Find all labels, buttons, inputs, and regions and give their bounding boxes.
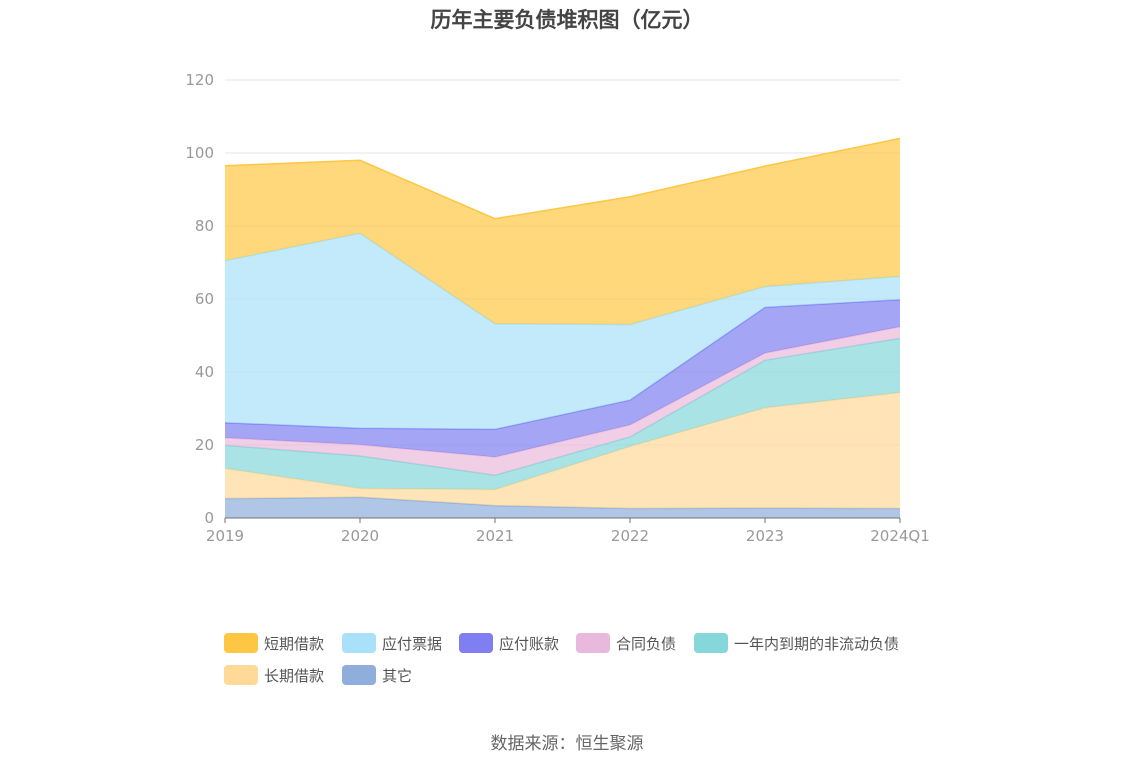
legend-item[interactable]: 短期借款	[224, 632, 324, 654]
legend-item[interactable]: 应付票据	[342, 632, 442, 654]
y-tick-label: 100	[185, 144, 214, 162]
x-tick-label: 2021	[476, 527, 514, 545]
legend-item[interactable]: 其它	[342, 664, 412, 686]
x-tick-label: 2022	[611, 527, 649, 545]
legend-item[interactable]: 合同负债	[576, 632, 676, 654]
y-tick-label: 20	[195, 436, 214, 454]
x-tick-label: 2023	[746, 527, 784, 545]
legend-item[interactable]: 应付账款	[459, 632, 559, 654]
legend-swatch	[459, 633, 493, 653]
x-tick-label: 2020	[341, 527, 379, 545]
legend-item[interactable]: 长期借款	[224, 664, 324, 686]
legend-label: 一年内到期的非流动负债	[734, 634, 900, 653]
legend-swatch	[224, 665, 258, 685]
series-area	[225, 233, 900, 430]
series-area	[225, 299, 900, 458]
stacked-area-chart: 0 20 40 60 80 100 120 2019 2020 2021 2022 2023 2024Q…	[185, 71, 929, 545]
legend-swatch	[224, 633, 258, 653]
legend-label: 应付票据	[382, 634, 443, 653]
data-source: 数据来源：恒生聚源	[490, 734, 644, 754]
series-line	[224, 137, 901, 220]
y-tick-label: 80	[195, 217, 214, 235]
series-areas	[224, 137, 901, 518]
x-tick-label: 2019	[206, 527, 244, 545]
legend-swatch	[342, 633, 376, 653]
legend-label: 合同负债	[616, 634, 677, 653]
legend-label: 应付账款	[499, 634, 560, 653]
legend-label: 其它	[382, 666, 413, 685]
legend-swatch	[576, 633, 610, 653]
legend-item[interactable]: 一年内到期的非流动负债	[694, 632, 899, 654]
legend-swatch	[342, 665, 376, 685]
y-tick-label: 0	[204, 509, 214, 527]
series-area	[225, 338, 900, 490]
legend-label: 长期借款	[264, 666, 325, 685]
legend-label: 短期借款	[264, 634, 325, 653]
y-tick-label: 60	[195, 290, 214, 308]
axes: 0 20 40 60 80 100 120 2019 2020 2021 2022 2023 2024Q…	[185, 71, 929, 545]
chart-title: 历年主要负债堆积图（亿元）	[430, 8, 704, 32]
legend-swatch	[694, 633, 728, 653]
x-tick-label: 2024Q1	[870, 527, 930, 545]
series-area	[225, 392, 900, 509]
y-tick-label: 40	[195, 363, 214, 381]
series-area	[225, 326, 900, 476]
series-area	[225, 138, 900, 325]
y-tick-label: 120	[185, 71, 214, 89]
